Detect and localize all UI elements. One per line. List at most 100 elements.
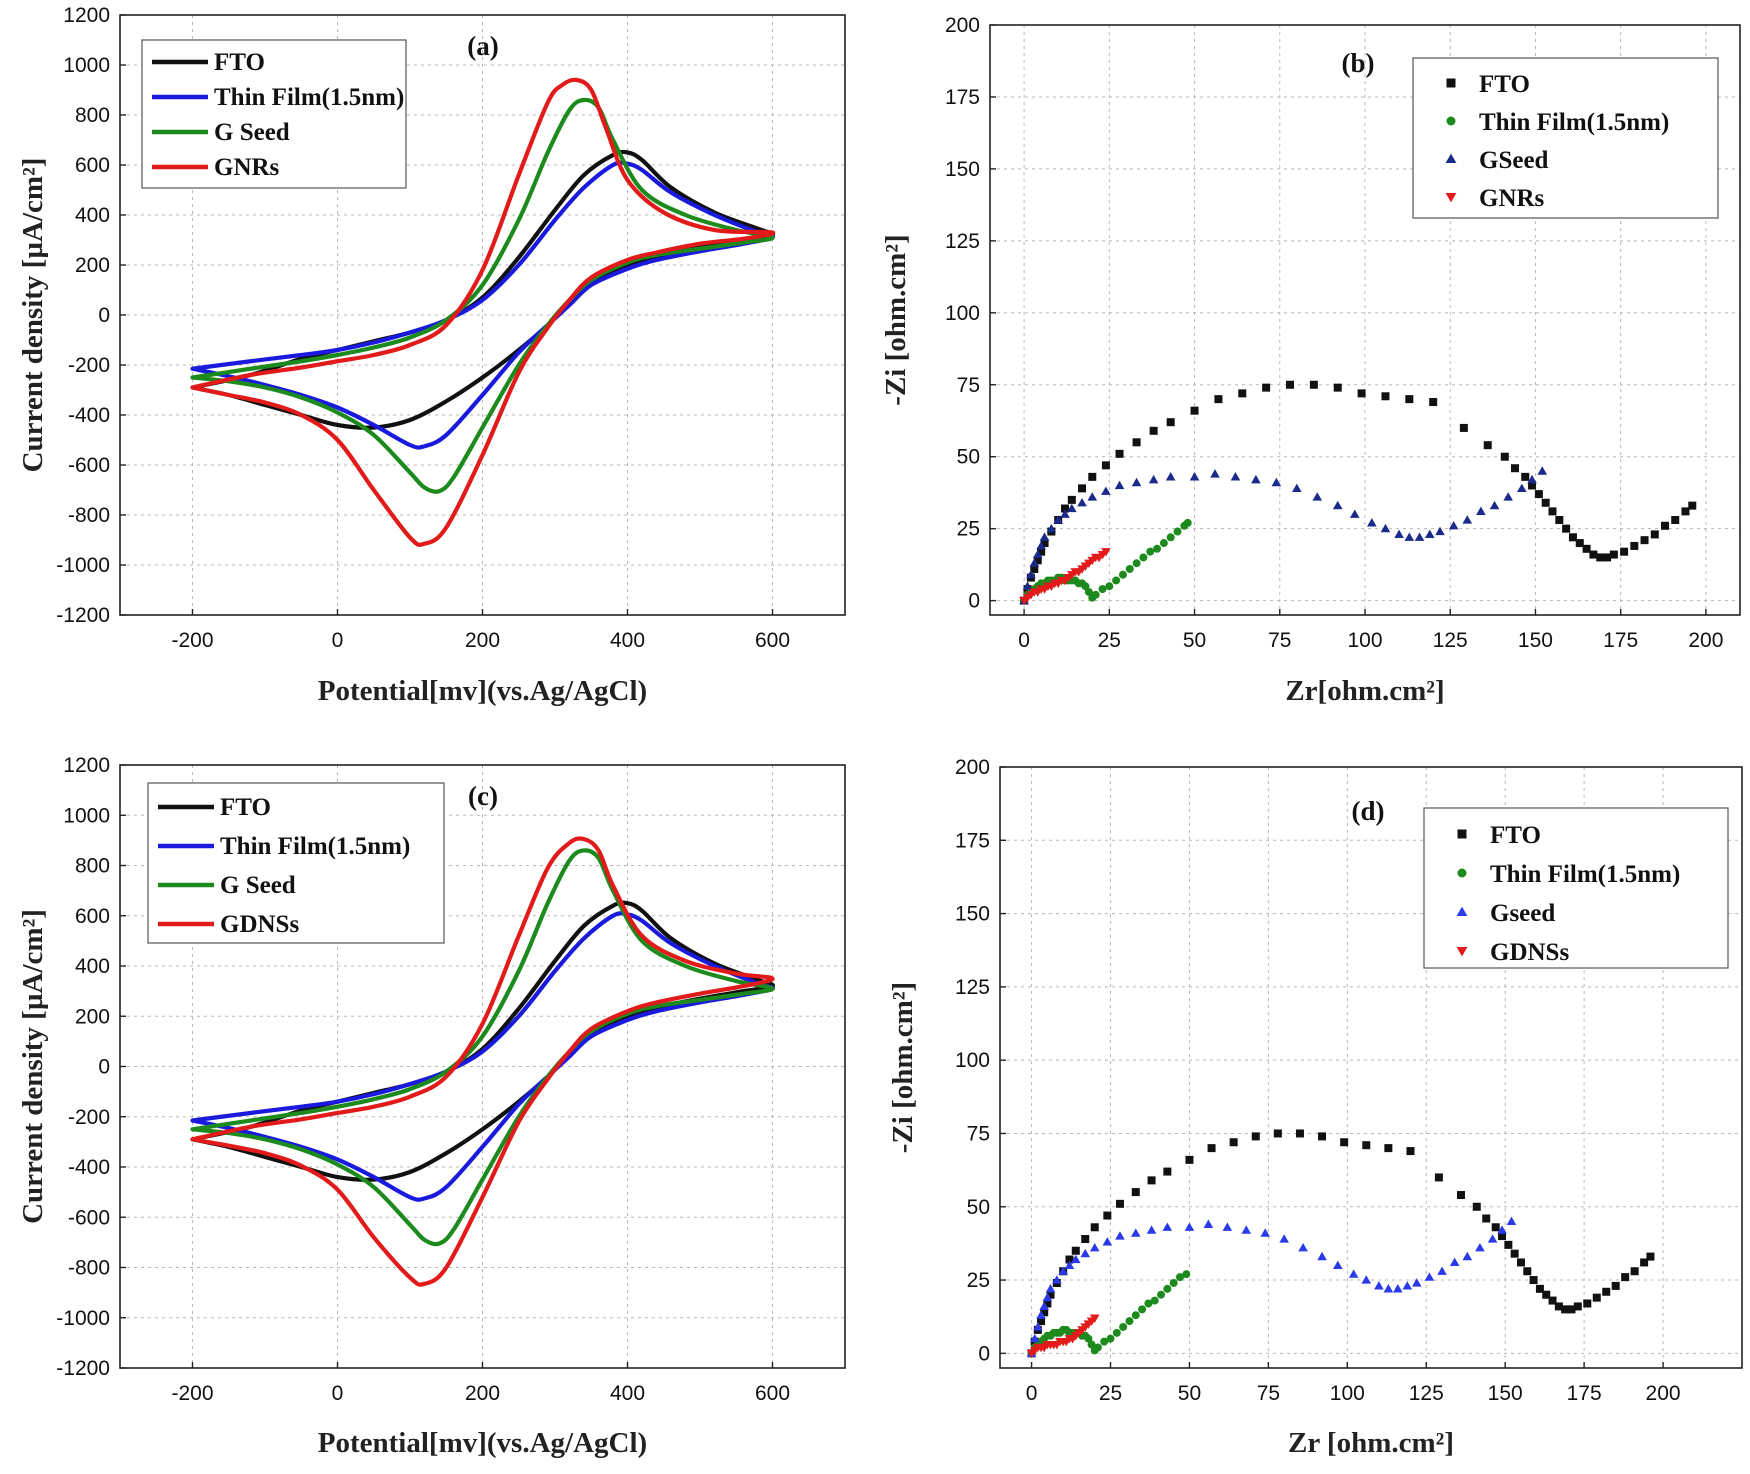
- data-point-gseed: [1210, 469, 1220, 478]
- data-point-fto: [1562, 524, 1571, 533]
- data-point-fto: [1061, 504, 1069, 513]
- y-tick-label: -1000: [56, 1307, 110, 1330]
- x-tick-label: 600: [755, 629, 790, 652]
- data-point-gseed: [1462, 515, 1473, 524]
- x-tick-label: 175: [1603, 629, 1638, 652]
- data-point-gseed: [1102, 1237, 1113, 1246]
- x-tick-label: -200: [171, 629, 213, 652]
- y-tick-label: -1200: [56, 604, 110, 627]
- data-point-gseed: [1039, 1301, 1050, 1311]
- data-point-gseed: [1036, 541, 1046, 550]
- data-point-fto: [1286, 380, 1294, 389]
- legend-marker-fto: [1446, 78, 1456, 88]
- x-axis-label: Potential[mv](vs.Ag/AgCl): [318, 1427, 647, 1459]
- data-point-fto: [1333, 383, 1342, 392]
- data-point-gseed: [1292, 483, 1302, 492]
- data-point-fto: [1583, 1299, 1592, 1308]
- legend-box: [141, 39, 407, 189]
- data-point-gseed: [1033, 1322, 1043, 1331]
- data-point-fto: [1661, 521, 1669, 530]
- data-point-fto: [1081, 1235, 1090, 1244]
- y-tick-label: 150: [955, 903, 990, 926]
- data-point-thin-film-1-5nm: [1138, 1305, 1147, 1314]
- data-point-fto: [1190, 406, 1199, 415]
- data-point-fto: [1185, 1155, 1194, 1164]
- data-point-thin-film-1-5nm: [1144, 1299, 1153, 1308]
- x-tick-label: -200: [171, 1382, 213, 1405]
- y-tick-label: 1000: [63, 54, 110, 77]
- data-point-fto: [1131, 1188, 1140, 1197]
- data-point-fto: [1238, 389, 1247, 398]
- y-tick-label: 1200: [63, 4, 110, 27]
- legend: FTO Thin Film(1.5nm) GSeed GNRs: [1412, 57, 1719, 219]
- x-tick-label: 50: [1183, 629, 1206, 652]
- data-point-fto: [1541, 498, 1550, 507]
- data-point-thin-film-1-5nm: [1146, 547, 1155, 556]
- data-point-fto: [1340, 1138, 1349, 1147]
- data-point-gseed: [1527, 474, 1537, 484]
- data-point-fto: [1295, 1129, 1304, 1138]
- legend-box: [1423, 807, 1729, 969]
- data-point-thin-film-1-5nm: [1125, 1317, 1134, 1326]
- data-point-fto: [1115, 1199, 1124, 1208]
- y-tick-label: 200: [955, 756, 990, 779]
- data-point-gseed: [1298, 1243, 1308, 1252]
- legend-label-fto: FTO: [1479, 71, 1530, 98]
- data-point-fto: [1046, 1290, 1055, 1299]
- data-point-thin-film-1-5nm: [1084, 1334, 1093, 1343]
- panel-c: -200 0 200 400 600 -1200 -1000 -800 -600 -400 -200…: [17, 754, 846, 1459]
- data-point-gseed: [1165, 472, 1176, 481]
- data-point-gseed: [1046, 523, 1057, 533]
- data-point-gseed: [1114, 480, 1125, 490]
- data-point-fto: [1554, 1302, 1563, 1311]
- data-point-gseed: [1026, 569, 1036, 579]
- panel-label: (b): [1342, 48, 1375, 78]
- data-point-fto: [1166, 418, 1175, 427]
- series-fto: [1020, 380, 1697, 605]
- legend-label-thin-film-1-5nm: Thin Film(1.5nm): [1490, 861, 1680, 888]
- data-point-fto: [1101, 461, 1110, 470]
- data-point-fto: [1071, 1246, 1080, 1255]
- data-point-gseed: [1251, 474, 1261, 484]
- y-tick-label: -200: [68, 354, 110, 377]
- data-point-fto: [1561, 1305, 1570, 1314]
- data-point-gseed: [1487, 1234, 1498, 1243]
- series-gseed: [1019, 466, 1548, 605]
- data-point-gseed: [1029, 1333, 1040, 1343]
- data-point-gseed: [1393, 1284, 1403, 1293]
- data-point-fto: [1043, 1299, 1052, 1308]
- data-point-fto: [1592, 1293, 1601, 1302]
- x-axis-label: Potential[mv](vs.Ag/AgCl): [318, 675, 647, 707]
- data-point-gseed: [1087, 492, 1098, 501]
- data-point-gseed: [1077, 497, 1087, 507]
- y-tick-label: -400: [68, 1156, 110, 1179]
- y-tick-label: 75: [957, 374, 980, 397]
- data-point-gseed: [1203, 1219, 1214, 1228]
- y-tick-label: 25: [957, 518, 980, 541]
- data-point-thin-film-1-5nm: [1105, 582, 1114, 591]
- data-point-fto: [1671, 516, 1680, 525]
- legend-label-fto: FTO: [1490, 822, 1541, 849]
- series-line-gnrs: [190, 77, 776, 547]
- data-point-fto: [1405, 395, 1414, 404]
- data-point-fto: [1500, 452, 1509, 461]
- legend-label-fto: FTO: [220, 794, 271, 821]
- data-point-thin-film-1-5nm: [1119, 1322, 1128, 1331]
- data-point-fto: [1630, 1267, 1639, 1276]
- series-fto: [1027, 1129, 1655, 1358]
- y-tick-label: 125: [945, 230, 980, 253]
- x-tick-label: 150: [1518, 629, 1553, 652]
- legend-label-gnrs: GNRs: [1479, 185, 1545, 212]
- data-point-thin-film-1-5nm: [1173, 527, 1182, 536]
- y-tick-label: 0: [98, 304, 110, 327]
- legend-marker-fto: [1457, 829, 1467, 839]
- data-point-fto: [1309, 380, 1318, 389]
- data-point-thin-film-1-5nm: [1182, 1270, 1191, 1279]
- data-point-fto: [1459, 423, 1468, 432]
- data-point-gseed: [1058, 1266, 1068, 1275]
- data-point-gseed: [1032, 549, 1043, 559]
- data-point-fto: [1688, 501, 1697, 510]
- panel-label: (a): [467, 31, 498, 61]
- data-point-fto: [1523, 1267, 1532, 1276]
- data-point-fto: [1040, 539, 1049, 548]
